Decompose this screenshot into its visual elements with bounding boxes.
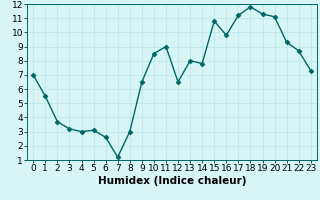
X-axis label: Humidex (Indice chaleur): Humidex (Indice chaleur): [98, 176, 246, 186]
